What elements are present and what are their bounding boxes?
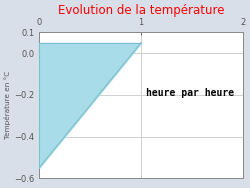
Y-axis label: Température en °C: Température en °C <box>4 71 11 139</box>
Text: heure par heure: heure par heure <box>146 88 234 98</box>
Polygon shape <box>39 43 141 168</box>
Title: Evolution de la température: Evolution de la température <box>58 4 224 17</box>
